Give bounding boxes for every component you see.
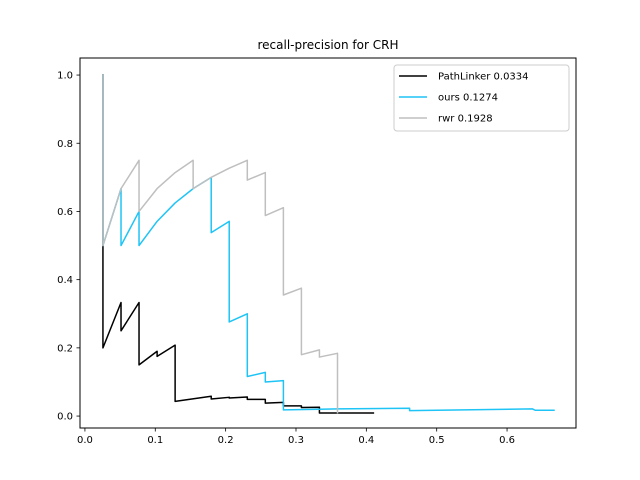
x-axis: 0.0 0.1 0.2 0.3 0.4 0.5 0.6 bbox=[77, 428, 515, 446]
y-tick-label: 0.0 bbox=[57, 412, 73, 423]
y-tick-label: 0.4 bbox=[57, 275, 73, 286]
series-line-0 bbox=[102, 74, 375, 414]
x-tick-label: 0.2 bbox=[218, 435, 234, 446]
y-tick-label: 0.6 bbox=[57, 207, 73, 218]
legend: PathLinker 0.0334 ours 0.1274 rwr 0.1928 bbox=[393, 64, 570, 132]
x-tick-label: 0.6 bbox=[499, 435, 515, 446]
y-tick-label: 0.8 bbox=[57, 139, 73, 150]
legend-box bbox=[393, 64, 570, 132]
legend-label-2: rwr 0.1928 bbox=[438, 114, 493, 125]
x-tick-label: 0.3 bbox=[288, 435, 304, 446]
x-tick-label: 0.4 bbox=[358, 435, 374, 446]
series-line-2 bbox=[102, 74, 339, 414]
x-tick-label: 0.1 bbox=[147, 435, 163, 446]
x-tick-label: 0.0 bbox=[77, 435, 93, 446]
series-line-1 bbox=[102, 74, 555, 412]
axes-frame bbox=[79, 57, 577, 429]
y-tick-label: 1.0 bbox=[57, 71, 73, 82]
x-tick-label: 0.5 bbox=[429, 435, 445, 446]
plot-area bbox=[102, 74, 555, 414]
y-axis: 0.0 0.2 0.4 0.6 0.8 1.0 bbox=[57, 71, 80, 423]
y-tick-label: 0.2 bbox=[57, 343, 73, 354]
legend-label-0: PathLinker 0.0334 bbox=[438, 72, 529, 83]
legend-label-1: ours 0.1274 bbox=[438, 93, 498, 104]
chart-title: recall-precision for CRH bbox=[257, 38, 398, 52]
